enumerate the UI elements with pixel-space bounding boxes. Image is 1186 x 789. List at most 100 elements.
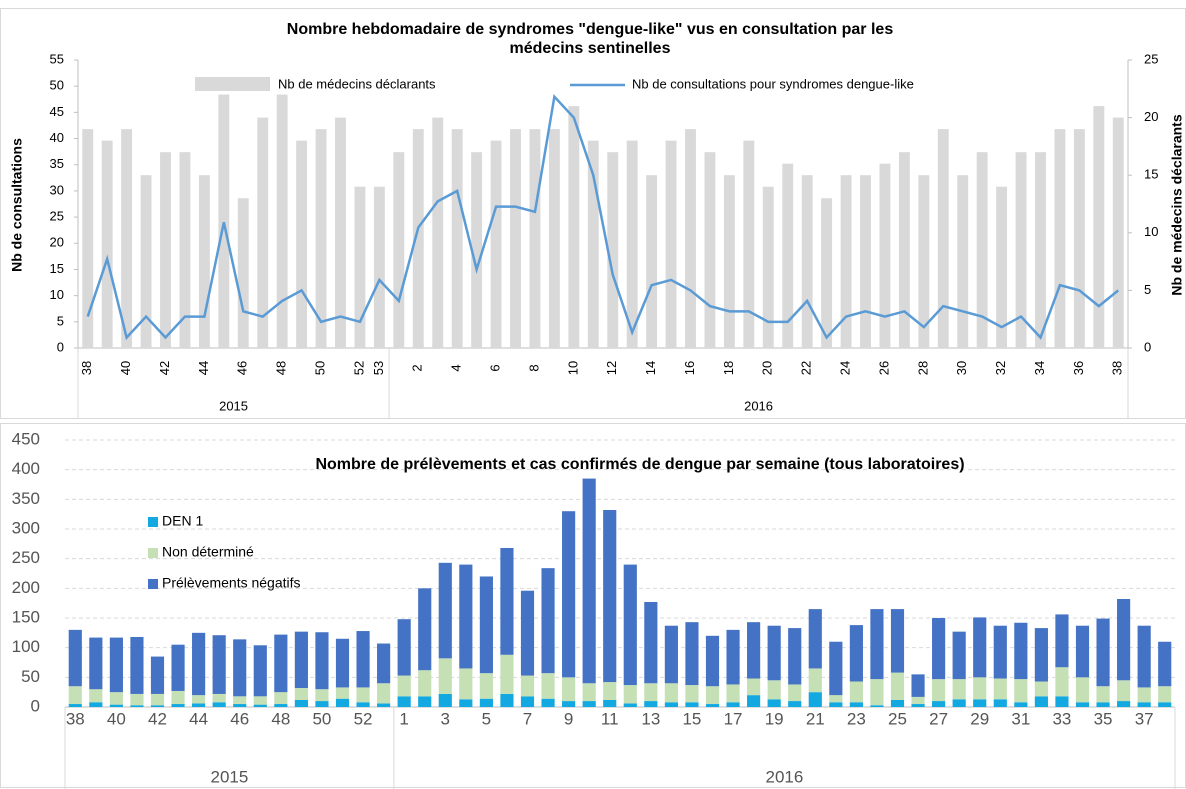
x-tick-label: 17 (724, 709, 743, 728)
bar-segment (171, 690, 185, 705)
bar (1073, 129, 1085, 348)
y-tick-label: 400 (12, 459, 40, 478)
bar-segment (89, 702, 103, 707)
x-tick-label: 52 (354, 709, 373, 728)
y-tick-label: 55 (50, 51, 64, 66)
y-tick-label: 150 (12, 607, 40, 626)
bar-segment (459, 699, 473, 707)
y-tick-label: 50 (21, 667, 40, 686)
bar-segment (932, 679, 946, 702)
bar-segment (192, 695, 206, 704)
bar-segment (479, 673, 493, 699)
x-tick-label: 40 (118, 361, 133, 375)
bar-segment (562, 677, 576, 702)
x-tick-label: 38 (1110, 361, 1125, 375)
x-tick-label: 29 (970, 709, 989, 728)
bar-segment (315, 632, 329, 690)
bar-segment (1117, 680, 1131, 702)
bar-segment (767, 699, 781, 707)
x-tick-label: 31 (1011, 709, 1030, 728)
x-tick-label: 33 (1052, 709, 1071, 728)
bar (373, 186, 385, 348)
bar-segment (294, 688, 308, 700)
y-tick-label: 45 (50, 104, 64, 119)
bar-segment (829, 641, 843, 696)
bar-segment (808, 609, 822, 669)
legend-label: Nb de consultations pour syndromes dengu… (632, 76, 914, 91)
x-tick-label: 6 (487, 364, 502, 371)
bar-segment (253, 645, 267, 697)
bar (393, 152, 405, 348)
legend-label: Nb de médecins déclarants (278, 76, 436, 91)
x-tick-label: 10 (565, 361, 580, 375)
bar-segment (68, 686, 82, 705)
chart-title: Nombre de prélèvements et cas confirmés … (315, 456, 964, 473)
bar (412, 129, 424, 348)
bar (101, 140, 113, 348)
bar-segment (109, 692, 123, 705)
bar (179, 152, 191, 348)
bar-segment (849, 681, 863, 703)
bar-segment (603, 510, 617, 683)
bar-segment (973, 699, 987, 707)
bar-segment (274, 692, 288, 705)
x-tick-label: 34 (1032, 361, 1047, 375)
y-tick-label: 450 (12, 429, 40, 448)
bar-segment (726, 684, 740, 703)
x-tick-label: 32 (993, 361, 1008, 375)
legend-label: DEN 1 (162, 513, 203, 529)
bar-segment (233, 639, 247, 697)
x-tick-label: 48 (274, 361, 289, 375)
x-tick-label: 38 (66, 709, 85, 728)
bar (626, 140, 638, 348)
bar-segment (377, 643, 391, 684)
bar (587, 140, 599, 348)
x-tick-label: 20 (760, 361, 775, 375)
bar (315, 129, 327, 348)
y-tick-label: 25 (50, 209, 64, 224)
bar-segment (644, 683, 658, 702)
bar (743, 140, 755, 348)
bar (918, 175, 930, 348)
bar-segment (644, 601, 658, 684)
bar-segment (500, 654, 514, 694)
bar (840, 175, 852, 348)
bar-segment (418, 696, 432, 707)
bar (607, 152, 619, 348)
y2-tick-label: 0 (1144, 339, 1151, 354)
bar-segment (829, 702, 843, 707)
y-tick-label: 35 (50, 156, 64, 171)
x-tick-label: 19 (765, 709, 784, 728)
y-tick-label: 250 (12, 548, 40, 567)
bar (801, 175, 813, 348)
y2-tick-label: 10 (1144, 224, 1158, 239)
bar (879, 163, 891, 348)
bar-segment (150, 693, 165, 706)
bar-segment (849, 702, 863, 707)
bar-segment (1034, 696, 1048, 707)
x-tick-label: 44 (196, 361, 211, 375)
bar-segment (932, 618, 946, 680)
legend-swatch (148, 517, 158, 527)
bar-segment (109, 637, 123, 693)
bar-segment (1117, 701, 1131, 707)
x-tick-label: 15 (682, 709, 701, 728)
bar-segment (1137, 625, 1151, 688)
bar (996, 186, 1008, 348)
bar (957, 175, 969, 348)
bar-segment (1096, 702, 1110, 707)
y2-tick-label: 15 (1144, 167, 1158, 182)
bar-segment (1117, 599, 1131, 681)
x-tick-label: 14 (643, 361, 658, 375)
bar-segment (1034, 628, 1048, 682)
x-tick-label: 11 (601, 709, 619, 728)
bar-segment (870, 705, 884, 707)
bar-segment (623, 703, 637, 707)
bar (976, 152, 988, 348)
bar-segment (1096, 686, 1110, 703)
bar-segment (541, 698, 555, 707)
bar-segment (952, 631, 966, 680)
line (86, 93, 1120, 341)
legend-swatch (195, 77, 270, 91)
bar-segment (1137, 702, 1151, 707)
